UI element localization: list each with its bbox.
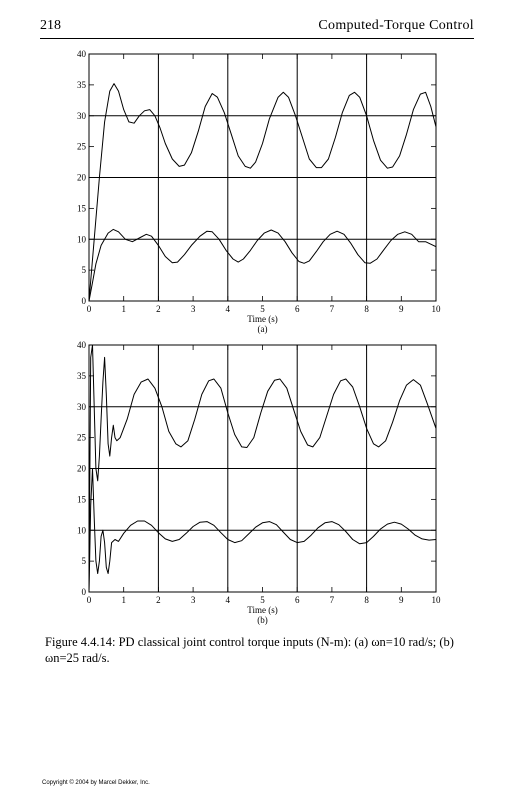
panel-label: (a): [258, 324, 268, 334]
x-tick-label: 2: [156, 304, 161, 314]
y-tick-label: 15: [77, 203, 87, 213]
y-tick-label: 10: [77, 525, 87, 535]
x-tick-label: 7: [330, 304, 335, 314]
y-tick-label: 40: [77, 49, 87, 59]
y-tick-label: 30: [77, 402, 87, 412]
x-axis-label: Time (s): [247, 314, 277, 324]
chart-b: 0 1 2 3 4 5 6 7 8 9 10 0 5 10 15 20 25 30 35 40 Time (s)(b): [77, 340, 442, 625]
x-tick-label: 6: [295, 595, 300, 605]
x-tick-label: 8: [364, 304, 369, 314]
x-tick-label: 10: [432, 595, 442, 605]
running-header: Computed-Torque Control: [318, 18, 474, 33]
page-header: 218 Computed-Torque Control: [40, 18, 474, 36]
y-tick-label: 0: [82, 296, 87, 306]
x-axis-label: Time (s): [247, 605, 277, 615]
y-tick-label: 25: [77, 142, 87, 152]
x-tick-label: 2: [156, 595, 161, 605]
y-tick-label: 20: [77, 464, 87, 474]
x-tick-label: 9: [399, 595, 404, 605]
figure-caption: Figure 4.4.14: PD classical joint contro…: [45, 635, 454, 665]
y-tick-label: 15: [77, 494, 87, 504]
x-tick-label: 7: [330, 595, 335, 605]
x-tick-label: 1: [121, 595, 126, 605]
x-tick-label: 10: [432, 304, 442, 314]
copyright-notice: Copyright © 2004 by Marcel Dekker, Inc.: [42, 780, 150, 786]
x-tick-label: 0: [87, 595, 92, 605]
x-tick-label: 0: [87, 304, 92, 314]
y-tick-label: 30: [77, 111, 87, 121]
y-tick-label: 10: [77, 234, 87, 244]
x-tick-label: 3: [191, 304, 196, 314]
y-tick-label: 25: [77, 433, 87, 443]
y-tick-label: 0: [82, 587, 87, 597]
series-line-1: [89, 83, 436, 301]
page-number: 218: [40, 18, 61, 33]
x-tick-label: 4: [226, 304, 231, 314]
panel-label: (b): [257, 615, 268, 625]
series-line-1: [89, 345, 436, 592]
y-tick-label: 40: [77, 340, 87, 350]
y-tick-label: 35: [77, 371, 87, 381]
x-tick-label: 5: [260, 595, 265, 605]
y-tick-label: 5: [82, 556, 87, 566]
x-tick-label: 3: [191, 595, 196, 605]
header-rule: [40, 38, 474, 39]
series-line-2: [89, 228, 436, 301]
x-tick-label: 8: [364, 595, 369, 605]
y-tick-label: 35: [77, 80, 87, 90]
x-tick-label: 4: [226, 595, 231, 605]
x-tick-label: 1: [121, 304, 126, 314]
x-tick-label: 5: [260, 304, 265, 314]
y-tick-label: 5: [82, 265, 87, 275]
y-tick-label: 20: [77, 173, 87, 183]
x-tick-label: 9: [399, 304, 404, 314]
chart-a: 0 1 2 3 4 5 6 7 8 9 10 0 5 10 15 20 25 30 35 40 Time (s)(a): [77, 49, 442, 334]
x-tick-label: 6: [295, 304, 300, 314]
series-line-2: [89, 468, 436, 592]
